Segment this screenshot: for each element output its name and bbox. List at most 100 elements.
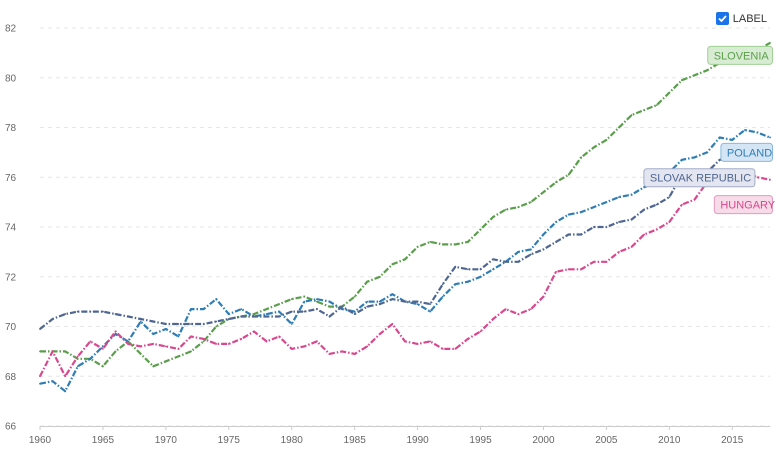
- data-point: [303, 345, 306, 348]
- data-point: [555, 241, 557, 243]
- data-point: [467, 241, 469, 243]
- data-point: [76, 355, 79, 358]
- series-label-poland[interactable]: POLAND: [720, 142, 774, 162]
- series-label-text: HUNGARY: [720, 200, 775, 212]
- data-point: [630, 218, 633, 221]
- series-label-slovenia[interactable]: SLOVENIA: [707, 45, 774, 65]
- data-point: [756, 176, 759, 179]
- data-point: [492, 318, 495, 320]
- data-point: [341, 308, 343, 310]
- data-point: [378, 333, 381, 335]
- data-point: [290, 298, 293, 301]
- data-point: [290, 347, 293, 350]
- data-point: [529, 201, 532, 204]
- data-point: [114, 313, 117, 315]
- series-label-text: SLOVAK REPUBLIC: [650, 173, 751, 185]
- data-point: [39, 350, 41, 353]
- data-point: [253, 315, 255, 318]
- data-point: [190, 308, 192, 310]
- data-point: [215, 320, 218, 323]
- data-point: [366, 300, 369, 303]
- data-point: [164, 345, 167, 348]
- data-point: [467, 338, 469, 340]
- data-point: [265, 340, 268, 343]
- data-point: [215, 325, 218, 328]
- data-point: [555, 181, 557, 184]
- data-point: [693, 74, 696, 77]
- series-line-hungary[interactable]: [39, 171, 771, 378]
- data-point: [227, 343, 230, 345]
- data-point: [731, 139, 734, 141]
- data-point: [643, 233, 646, 236]
- data-point: [680, 79, 683, 82]
- data-point: [391, 298, 394, 301]
- data-point: [467, 268, 469, 271]
- data-point: [102, 365, 104, 368]
- data-point: [605, 201, 608, 204]
- data-point: [592, 260, 595, 263]
- data-point: [202, 323, 205, 325]
- data-point: [580, 211, 583, 213]
- data-point: [504, 260, 507, 263]
- data-point: [240, 315, 243, 318]
- data-point: [378, 303, 381, 306]
- data-point: [278, 335, 281, 338]
- data-point: [177, 347, 180, 350]
- data-point: [265, 315, 268, 318]
- data-point: [693, 198, 696, 201]
- data-point: [680, 203, 683, 206]
- data-point: [668, 91, 671, 94]
- data-point: [202, 338, 205, 340]
- data-point: [64, 313, 67, 315]
- data-point: [378, 300, 381, 303]
- data-point: [605, 139, 608, 141]
- data-point: [139, 345, 142, 348]
- x-axis-ticks: 1960 1965 1970 1975 1980 1985 1990 1995 2000 2005…: [29, 426, 744, 446]
- data-point: [64, 350, 67, 353]
- legend-toggle[interactable]: LABEL: [715, 12, 767, 25]
- data-point: [341, 350, 343, 353]
- data-point: [114, 333, 117, 335]
- data-point: [441, 347, 444, 350]
- data-point: [567, 268, 570, 271]
- y-axis-ticks: 66 68 70 72 74 76 78 80 82: [5, 24, 17, 433]
- data-point: [89, 340, 92, 343]
- data-point: [64, 390, 67, 393]
- data-point: [164, 360, 167, 363]
- data-point: [504, 308, 507, 310]
- data-point: [517, 206, 520, 209]
- series-label-hungary[interactable]: HUNGARY: [713, 195, 776, 215]
- data-point: [227, 318, 230, 320]
- x-tick-label: 1965: [92, 435, 115, 446]
- data-point: [769, 136, 771, 139]
- data-point: [492, 268, 495, 271]
- data-point: [253, 313, 255, 315]
- data-point: [303, 295, 306, 298]
- data-point: [51, 380, 54, 383]
- data-point: [529, 248, 532, 251]
- data-point: [756, 131, 759, 134]
- y-tick-label: 70: [5, 322, 17, 333]
- data-point: [769, 42, 771, 44]
- data-point: [64, 375, 67, 378]
- series-labels: SLOVENIA POLAND SLOVAK REPUBLIC HUNGARY: [643, 45, 776, 215]
- data-point: [391, 293, 394, 296]
- y-tick-label: 80: [5, 73, 17, 84]
- data-point: [39, 328, 41, 330]
- x-tick-label: 1995: [469, 435, 492, 446]
- data-point: [190, 323, 192, 325]
- check-icon[interactable]: [715, 12, 729, 25]
- data-point: [202, 340, 205, 343]
- series-label-slovak-republic[interactable]: SLOVAK REPUBLIC: [643, 168, 756, 188]
- data-point: [404, 258, 406, 261]
- data-point: [190, 350, 192, 353]
- data-point: [366, 280, 369, 283]
- data-point: [177, 335, 180, 338]
- data-point: [265, 313, 268, 315]
- data-point: [454, 243, 457, 246]
- data-point: [567, 213, 570, 216]
- data-point: [315, 340, 318, 343]
- series-line-slovenia[interactable]: [40, 41, 771, 368]
- data-point: [341, 305, 343, 308]
- data-point: [706, 69, 708, 72]
